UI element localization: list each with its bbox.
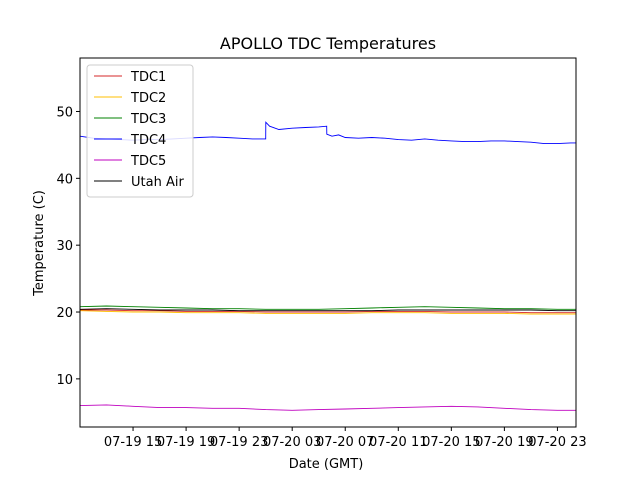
x-tick-label: 07-19 23 <box>210 435 268 450</box>
legend-label-utah-air: Utah Air <box>131 175 184 190</box>
legend-label-tdc3: TDC3 <box>130 112 166 127</box>
series-line-utah-air <box>79 308 576 312</box>
x-tick-label: 07-20 23 <box>528 435 586 450</box>
legend-label-tdc5: TDC5 <box>130 154 166 169</box>
series-line-tdc1 <box>80 309 576 314</box>
series-line-tdc5 <box>79 404 576 411</box>
x-tick-label: 07-20 11 <box>369 435 427 450</box>
series-line-tdc3 <box>79 305 576 310</box>
y-tick-label: 40 <box>56 172 73 187</box>
x-tick-label: 07-19 19 <box>157 435 215 450</box>
y-axis: 10 20 30 40 50 <box>56 105 80 388</box>
x-tick-label: 07-20 07 <box>316 435 374 450</box>
x-tick-label: 07-20 03 <box>263 435 321 450</box>
legend-label-tdc4: TDC4 <box>130 133 166 148</box>
y-axis-title: Temperature (C) <box>32 190 47 297</box>
y-tick-label: 10 <box>56 373 73 388</box>
x-axis-title: Date (GMT) <box>289 457 364 472</box>
legend-label-tdc2: TDC2 <box>130 91 166 106</box>
legend-box <box>86 64 194 198</box>
y-tick-label: 30 <box>56 239 73 254</box>
legend: TDC1 TDC2 TDC3 TDC4 TDC5 Utah Air <box>86 64 194 198</box>
legend-label-tdc1: TDC1 <box>130 70 166 85</box>
x-tick-label: 07-19 15 <box>104 435 162 450</box>
y-tick-label: 20 <box>56 306 73 321</box>
plot-frame <box>79 57 577 428</box>
chart-title: APOLLO TDC Temperatures <box>220 34 436 53</box>
x-tick-label: 07-20 19 <box>475 435 533 450</box>
y-tick-label: 50 <box>56 105 73 120</box>
x-tick-label: 07-20 15 <box>422 435 480 450</box>
series-line-tdc2 <box>79 310 576 315</box>
